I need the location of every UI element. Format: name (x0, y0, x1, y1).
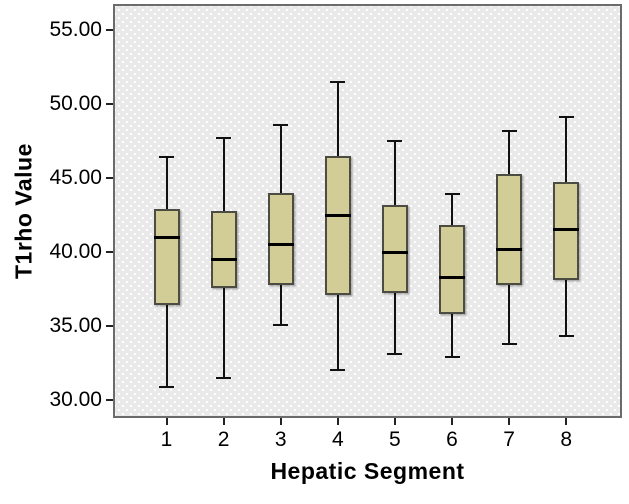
box (267, 192, 294, 285)
upper-whisker-line (279, 124, 282, 193)
y-tick-mark (106, 325, 113, 327)
x-tick-label: 2 (217, 428, 230, 451)
y-tick-mark (106, 29, 113, 31)
y-tick-label: 55.00 (49, 18, 102, 41)
y-tick-mark (106, 399, 113, 401)
upper-whisker-cap (159, 156, 174, 159)
upper-whisker-line (165, 157, 168, 210)
y-axis-title: T1rho Value (10, 143, 37, 279)
x-tick-label: 6 (446, 428, 458, 451)
lower-whisker-line (393, 293, 396, 355)
box (324, 155, 351, 295)
lower-whisker-cap (501, 342, 517, 345)
x-tick-label: 8 (560, 428, 573, 451)
upper-whisker-line (565, 117, 568, 183)
x-tick-label: 1 (160, 428, 173, 451)
lower-whisker-line (336, 294, 339, 371)
upper-whisker-cap (444, 193, 460, 196)
box (496, 173, 523, 285)
box (439, 225, 465, 315)
lower-whisker-line (279, 284, 282, 325)
upper-whisker-cap (273, 123, 289, 126)
y-tick-mark (106, 177, 113, 179)
y-tick-label: 45.00 (49, 166, 102, 189)
lower-whisker-cap (444, 356, 460, 359)
lower-whisker-cap (387, 353, 403, 356)
lower-whisker-line (565, 280, 568, 337)
lower-whisker-line (222, 287, 225, 378)
upper-whisker-cap (330, 80, 346, 83)
x-tick-mark (222, 418, 225, 425)
lower-whisker-line (451, 314, 453, 358)
upper-whisker-line (393, 141, 396, 205)
median-line (381, 250, 408, 254)
lower-whisker-line (165, 305, 168, 387)
upper-whisker-cap (501, 129, 517, 132)
upper-whisker-cap (387, 140, 403, 142)
x-tick-label: 7 (503, 428, 515, 451)
y-tick-label: 30.00 (49, 388, 102, 411)
x-tick-mark (165, 418, 168, 425)
lower-whisker-cap (558, 335, 574, 338)
x-tick-mark (451, 418, 453, 425)
median-line (553, 228, 580, 232)
y-tick-mark (106, 103, 113, 105)
box (210, 210, 237, 288)
y-tick-label: 40.00 (49, 240, 102, 263)
x-tick-label: 5 (389, 428, 401, 451)
lower-whisker-cap (330, 369, 346, 372)
x-tick-mark (508, 418, 511, 425)
plot-area (113, 4, 622, 418)
x-tick-mark (393, 418, 396, 425)
y-tick-label: 50.00 (49, 92, 102, 115)
y-tick-label: 35.00 (49, 314, 102, 337)
y-tick-mark (106, 251, 113, 253)
upper-whisker-cap (216, 137, 232, 140)
box (153, 209, 180, 306)
median-line (324, 213, 351, 217)
lower-whisker-line (508, 284, 511, 344)
median-line (210, 257, 237, 261)
lower-whisker-cap (216, 376, 232, 379)
upper-whisker-line (336, 81, 339, 156)
x-tick-mark (279, 418, 282, 425)
median-line (267, 243, 294, 247)
box (381, 204, 408, 294)
median-line (439, 275, 465, 279)
upper-whisker-line (508, 130, 511, 174)
x-tick-label: 3 (274, 428, 287, 451)
lower-whisker-cap (273, 323, 289, 326)
x-tick-mark (336, 418, 339, 425)
median-line (153, 235, 180, 239)
x-axis-title: Hepatic Segment (270, 458, 465, 484)
lower-whisker-cap (159, 385, 174, 388)
median-line (496, 247, 523, 251)
upper-whisker-line (451, 194, 453, 226)
upper-whisker-line (222, 138, 225, 211)
x-tick-label: 4 (331, 428, 344, 451)
x-tick-mark (565, 418, 568, 425)
upper-whisker-cap (558, 116, 574, 119)
